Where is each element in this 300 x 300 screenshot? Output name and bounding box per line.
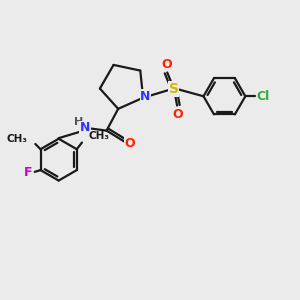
Text: CH₃: CH₃ (88, 131, 110, 141)
Text: N: N (80, 121, 90, 134)
Text: F: F (24, 166, 32, 179)
Text: O: O (173, 108, 183, 121)
Text: H: H (74, 118, 83, 128)
Text: O: O (125, 137, 135, 150)
Text: S: S (169, 82, 178, 96)
Text: N: N (140, 90, 151, 103)
Text: CH₃: CH₃ (6, 134, 27, 144)
Text: O: O (161, 58, 172, 70)
Text: Cl: Cl (256, 90, 269, 103)
